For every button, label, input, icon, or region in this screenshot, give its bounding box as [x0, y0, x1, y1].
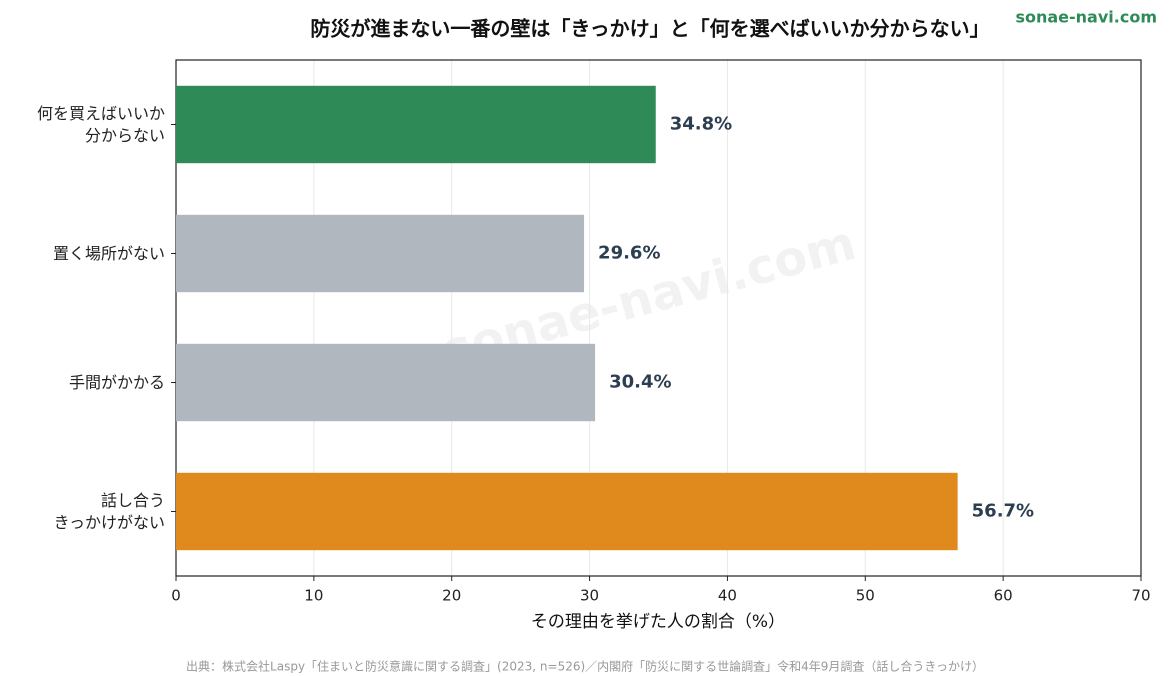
- source: 出典：株式会社Laspy「住まいと防災意識に関する調査」(2023, n=526…: [186, 659, 984, 674]
- x-tick-label: 0: [171, 587, 181, 605]
- x-axis-label: その理由を挙げた人の割合（%）: [531, 612, 785, 632]
- bar: [176, 472, 958, 551]
- value-label: 56.7%: [972, 501, 1034, 522]
- y-tick-label: 何を買えばいいか 分からない: [36, 103, 165, 145]
- value-label: 30.4%: [609, 372, 671, 393]
- y-tick-label: 話し合う きっかけがない: [53, 490, 165, 532]
- bar: [176, 214, 585, 293]
- y-tick-label: 置く場所がない: [52, 243, 165, 263]
- value-label: 29.6%: [598, 243, 660, 264]
- bar: [176, 343, 596, 422]
- x-tick-label: 50: [856, 587, 875, 605]
- watermark-corner: sonae-navi.com: [1015, 8, 1157, 27]
- x-tick-label: 40: [718, 587, 737, 605]
- plot-frame: [175, 59, 1142, 577]
- value-label: 34.8%: [670, 114, 732, 135]
- x-tick-label: 10: [304, 587, 323, 605]
- chart-title: 防災が進まない一番の壁は「きっかけ」と「何を選べばいいか分からない」: [310, 17, 989, 41]
- bar: [176, 85, 656, 164]
- x-tick-label: 30: [580, 587, 599, 605]
- x-tick-label: 20: [442, 587, 461, 605]
- x-tick-label: 70: [1131, 587, 1150, 605]
- y-tick-label: 手間がかかる: [68, 372, 165, 392]
- x-tick-label: 60: [994, 587, 1013, 605]
